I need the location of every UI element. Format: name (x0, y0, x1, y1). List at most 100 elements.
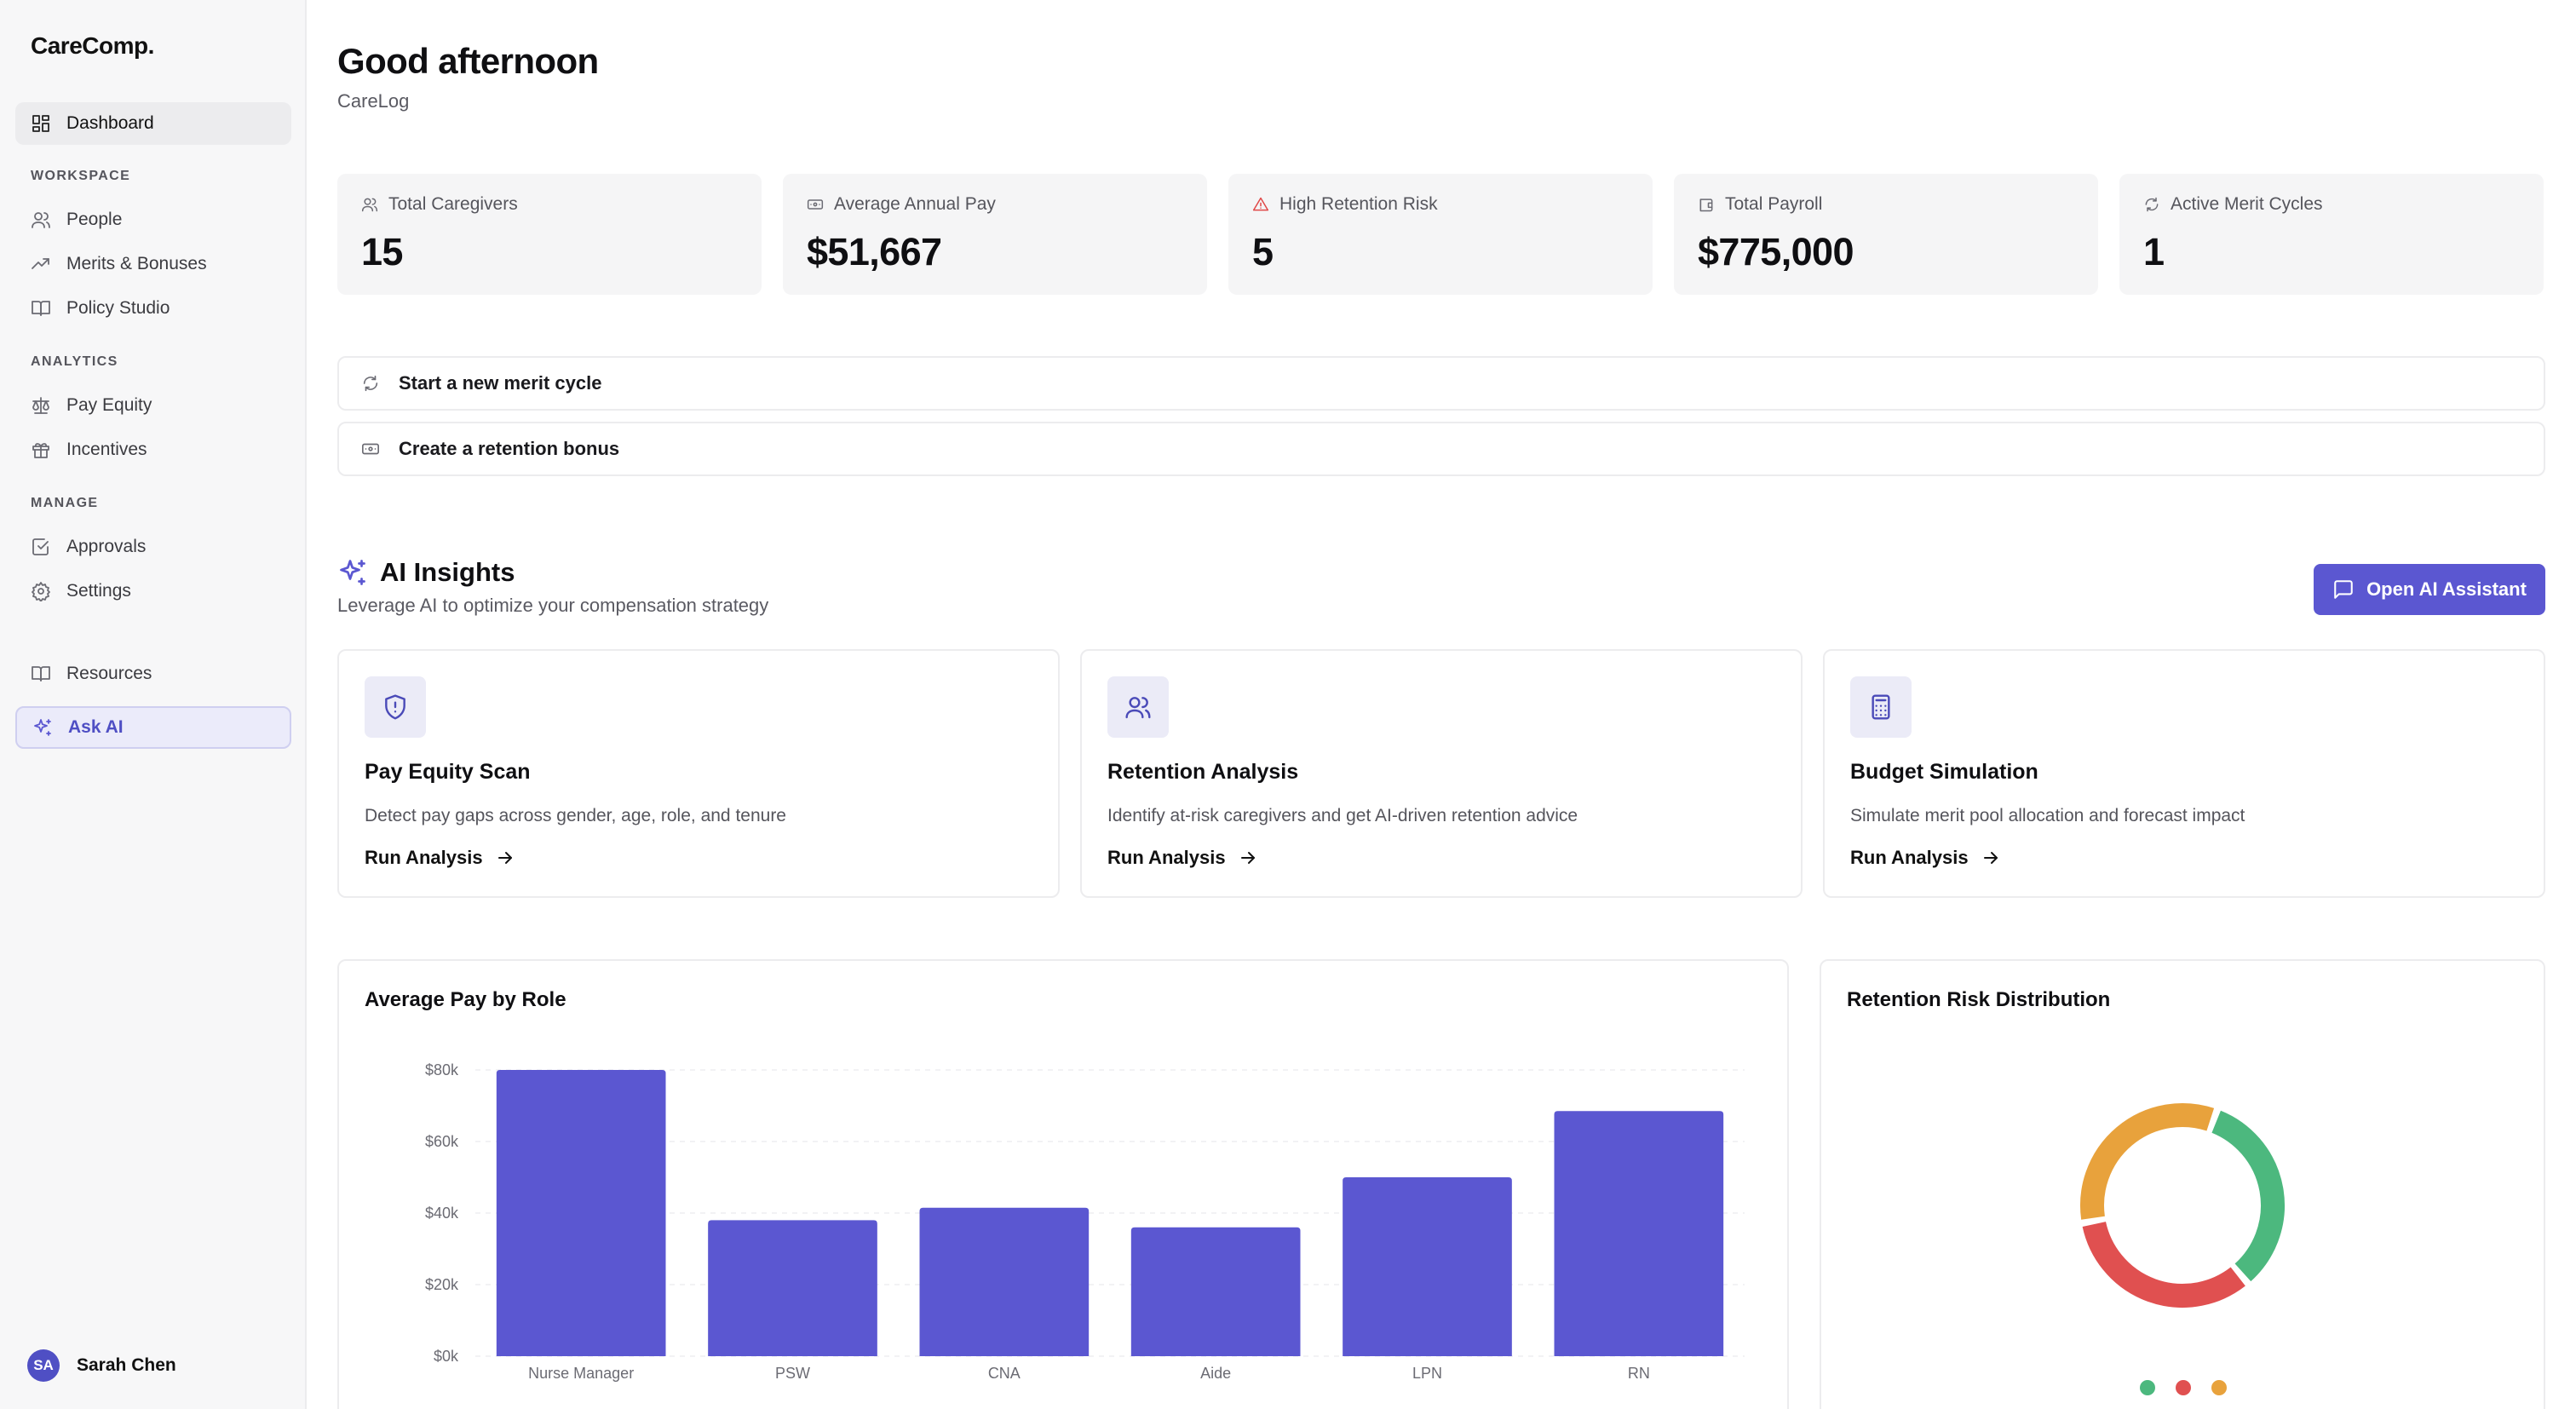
sidebar-item-policy-studio[interactable]: Policy Studio (15, 287, 291, 330)
sparkles-icon (34, 719, 51, 736)
wallet-icon (1699, 198, 1713, 212)
stat-value: 5 (1252, 230, 1274, 273)
sidebar-item-people[interactable]: People (15, 198, 291, 241)
retention-risk-panel: Retention Risk Distribution (1820, 959, 2545, 1409)
button-label: Open AI Assistant (2366, 578, 2527, 600)
sidebar-item-label: Pay Equity (66, 395, 152, 415)
card-title: Pay Equity Scan (365, 760, 531, 784)
section-label-manage: MANAGE (31, 496, 99, 510)
chart-title: Average Pay by Role (365, 988, 566, 1011)
sidebar-item-merits-bonuses[interactable]: Merits & Bonuses (15, 243, 291, 285)
stat-value: $51,667 (807, 230, 942, 273)
stat-label: Active Merit Cycles (2143, 194, 2323, 215)
sidebar-item-label: Settings (66, 581, 131, 601)
y-tick-label: $60k (425, 1133, 459, 1150)
sidebar-item-dashboard[interactable]: Dashboard (15, 102, 291, 145)
x-tick-label: LPN (1412, 1365, 1442, 1382)
gift-icon (32, 443, 49, 458)
stat-value: 1 (2143, 230, 2165, 273)
sidebar-item-ask-ai[interactable]: Ask AI (15, 706, 291, 749)
users-icon (32, 212, 50, 228)
calculator-icon (1872, 694, 1890, 720)
sidebar-item-label: Policy Studio (66, 298, 170, 318)
x-tick-label: RN (1628, 1365, 1650, 1382)
y-tick-label: $80k (425, 1061, 459, 1078)
arrow-right-icon (1240, 852, 1255, 864)
insight-card-pay-equity-scan: Pay Equity Scan Detect pay gaps across g… (337, 649, 1060, 898)
chart-title: Retention Risk Distribution (1847, 988, 2111, 1011)
create-retention-bonus-button[interactable]: Create a retention bonus (337, 422, 2545, 476)
link-label: Run Analysis (1107, 847, 1226, 868)
arrow-right-icon (497, 852, 512, 864)
banknote-icon (362, 443, 379, 455)
card-title: Budget Simulation (1850, 760, 2038, 784)
x-tick-label: Nurse Manager (528, 1365, 634, 1382)
bar (1554, 1111, 1724, 1356)
section-subtitle: Leverage AI to optimize your compensatio… (337, 595, 769, 616)
card-description: Simulate merit pool allocation and forec… (1850, 806, 2245, 825)
bar (708, 1220, 877, 1356)
sparkles-icon (340, 560, 365, 585)
bar (1130, 1227, 1301, 1356)
icon-box (1107, 676, 1169, 738)
sidebar-item-settings[interactable]: Settings (15, 570, 291, 612)
refresh-icon (363, 375, 378, 392)
sidebar-item-label: People (66, 210, 123, 229)
book-icon (32, 666, 50, 681)
sidebar-item-incentives[interactable]: Incentives (15, 428, 291, 471)
sidebar-item-approvals[interactable]: Approvals (15, 526, 291, 568)
run-analysis-link[interactable]: Run Analysis (365, 847, 515, 869)
stat-card-total-payroll: Total Payroll $775,000 (1674, 174, 2098, 295)
card-description: Detect pay gaps across gender, age, role… (365, 806, 786, 825)
users-icon (361, 198, 378, 212)
legend-dot (2176, 1380, 2191, 1395)
link-label: Run Analysis (1850, 847, 1969, 868)
action-label: Create a retention bonus (399, 438, 620, 459)
banknote-icon (807, 199, 824, 210)
scale-icon (32, 397, 49, 414)
section-label-analytics: ANALYTICS (31, 354, 118, 369)
stat-label-text: Average Annual Pay (834, 194, 996, 214)
action-label: Start a new merit cycle (399, 372, 602, 394)
donut-slice (2080, 1103, 2215, 1220)
sidebar-item-label: Resources (66, 664, 152, 683)
x-tick-label: CNA (988, 1365, 1021, 1382)
insight-card-retention-analysis: Retention Analysis Identify at-risk care… (1080, 649, 1803, 898)
sidebar-item-pay-equity[interactable]: Pay Equity (15, 384, 291, 427)
icon-box (1850, 676, 1912, 738)
icon-box (365, 676, 426, 738)
sidebar-item-label: Merits & Bonuses (66, 254, 207, 273)
page-title: Good afternoon (337, 41, 599, 81)
refresh-icon (2145, 197, 2159, 212)
check-square-icon (32, 538, 49, 555)
stat-label: High Retention Risk (1252, 194, 1438, 215)
donut-slice (2211, 1110, 2285, 1282)
ai-insights-header: AI Insights (337, 557, 515, 588)
sidebar: CareComp. Dashboard WORKSPACE People Mer… (0, 0, 307, 1409)
sidebar-item-label: Ask AI (68, 717, 124, 737)
insight-card-budget-simulation: Budget Simulation Simulate merit pool al… (1823, 649, 2545, 898)
retention-risk-donut-chart (2080, 1103, 2285, 1308)
sidebar-item-resources[interactable]: Resources (15, 653, 291, 695)
run-analysis-link[interactable]: Run Analysis (1850, 847, 2001, 869)
avg-pay-bar-chart: $0k $20k $40k $60k $80k Nurse Manager PSW CNA Ai… (425, 1061, 1745, 1382)
start-merit-cycle-button[interactable]: Start a new merit cycle (337, 356, 2545, 411)
link-label: Run Analysis (365, 847, 483, 868)
user-profile[interactable]: SA Sarah Chen (27, 1349, 176, 1382)
donut-slice (2082, 1221, 2245, 1308)
bar (919, 1207, 1090, 1356)
stat-label-text: Total Caregivers (388, 194, 518, 214)
run-analysis-link[interactable]: Run Analysis (1107, 847, 1258, 869)
org-name: CareLog (337, 90, 410, 112)
bar (1343, 1177, 1512, 1356)
arrow-right-icon (1983, 852, 1998, 864)
open-ai-assistant-button[interactable]: Open AI Assistant (2314, 564, 2545, 615)
alert-triangle-icon (1252, 197, 1269, 211)
gear-icon (32, 582, 50, 601)
brand-logo: CareComp. (31, 32, 154, 59)
stat-label-text: Active Merit Cycles (2171, 194, 2323, 214)
sidebar-item-label: Dashboard (66, 113, 154, 133)
trending-up-icon (32, 258, 49, 269)
y-tick-label: $0k (434, 1348, 459, 1365)
stat-card-high-retention-risk: High Retention Risk 5 (1228, 174, 1653, 295)
